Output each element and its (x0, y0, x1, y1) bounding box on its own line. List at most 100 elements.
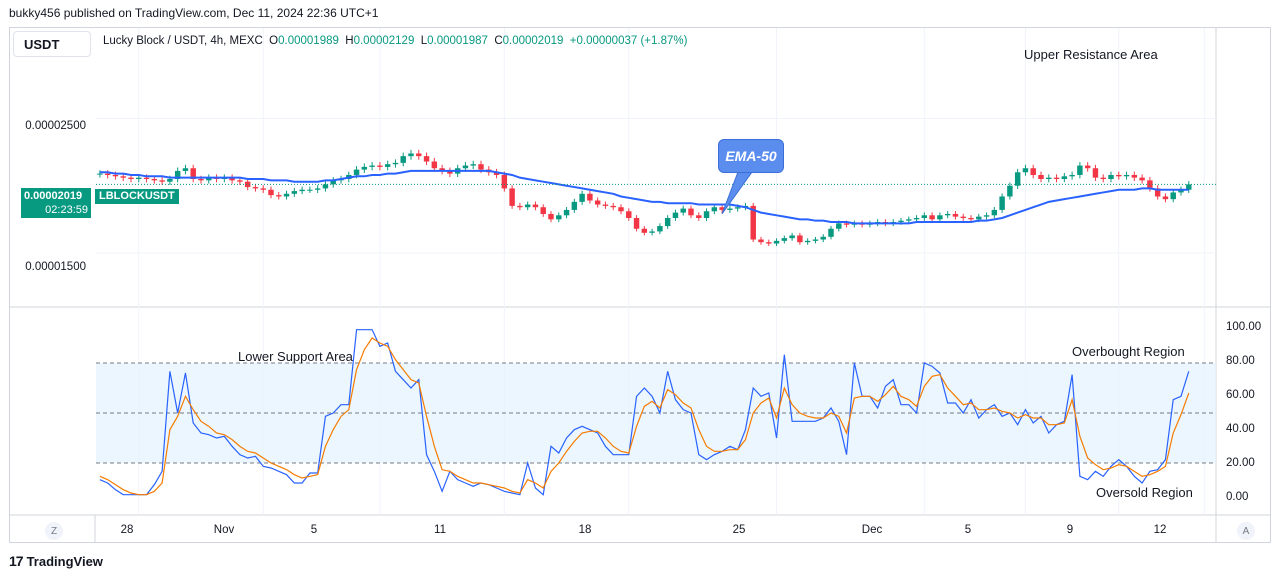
candle-body (167, 179, 173, 182)
candle-body (104, 173, 111, 175)
candle-body (447, 170, 453, 174)
close-value: 0.00002019 (502, 35, 564, 47)
candle-body (1116, 174, 1122, 177)
candle-body (781, 238, 788, 241)
currency-button[interactable]: USDT (13, 31, 91, 57)
candle-body (1046, 177, 1052, 179)
candle-body (268, 189, 274, 196)
candle-body (563, 209, 570, 216)
candle-body (734, 207, 741, 209)
candle-body (828, 228, 834, 237)
high-value: 0.00002129 (353, 35, 415, 47)
candle-body (1022, 168, 1029, 173)
candle-body (906, 219, 912, 221)
candle-body (470, 164, 476, 166)
price-tick-label: 0.00001500 (25, 261, 86, 273)
candle-body (649, 231, 655, 233)
rsi-tick-label: 20.00 (1226, 457, 1255, 469)
candle-body (789, 235, 795, 239)
ohlc-legend: Lucky Block / USDT, 4h, MEXC O0.00001989… (103, 35, 687, 47)
candle-body (493, 172, 500, 175)
candle-body (937, 215, 943, 220)
candle-body (517, 205, 523, 208)
candle-body (392, 162, 399, 165)
time-tick-label: 12 (1153, 524, 1167, 536)
rsi-tick-label: 60.00 (1226, 389, 1255, 401)
candle-body (190, 168, 196, 179)
price-tick-label: 0.00002500 (25, 120, 86, 132)
tradingview-logo-icon: 17 (9, 553, 24, 569)
candle-body (540, 207, 546, 214)
brand-name: TradingView (26, 553, 103, 569)
symbol-line: Lucky Block / USDT, 4h, MEXC (103, 35, 263, 47)
rsi-tick-label: 80.00 (1226, 355, 1255, 367)
candle-body (369, 165, 375, 167)
candle-body (944, 213, 951, 216)
candle-body (1186, 184, 1192, 190)
candle-body (548, 213, 554, 220)
rsi-ma-line (99, 337, 1190, 496)
candle-body (727, 208, 733, 210)
candle-body (797, 235, 803, 243)
candle-body (1077, 165, 1083, 175)
candle-body (976, 216, 982, 220)
candle-body (696, 215, 702, 218)
time-tick-label: Dec (861, 524, 883, 536)
candle-body (1014, 172, 1021, 186)
candle-body (120, 176, 126, 178)
candle-body (618, 207, 624, 212)
candle-body (509, 188, 515, 206)
candle-body (237, 180, 243, 182)
candle-body (299, 189, 305, 192)
candle-body (143, 177, 150, 179)
candle-body (314, 188, 321, 190)
candle-body (968, 217, 974, 220)
candle-body (1007, 185, 1013, 197)
candle-body (252, 187, 259, 189)
candle-body (182, 168, 189, 171)
open-value: 0.00001989 (278, 35, 339, 47)
candle-body (151, 179, 158, 181)
candle-body (1131, 174, 1138, 178)
time-tick-label: 28 (120, 524, 134, 536)
candle-body (672, 212, 679, 218)
candle-body (952, 213, 959, 217)
publisher-line: bukky456 published on TradingView.com, D… (9, 6, 379, 20)
time-tick-label: 5 (310, 524, 318, 536)
open-label: O (269, 35, 279, 47)
candle-body (804, 240, 811, 243)
candle-body (198, 179, 204, 181)
change-value: +0.00000037 (+1.87%) (569, 35, 688, 47)
candle-body (711, 207, 718, 212)
candle-body (626, 211, 632, 218)
candle-body (610, 205, 616, 208)
oversold-label: Oversold Region (1096, 485, 1193, 500)
candle-body (820, 236, 826, 240)
auto-scale-left-button[interactable]: Z (45, 522, 63, 540)
candle-body (128, 177, 134, 179)
candle-body (773, 240, 780, 244)
overbought-label: Overbought Region (1072, 344, 1185, 359)
candle-body (921, 215, 928, 218)
time-tick-label: 18 (578, 524, 592, 536)
candle-body (688, 208, 694, 216)
lower-support-label: Lower Support Area (238, 349, 353, 364)
candle-body (836, 223, 842, 229)
candle-body (423, 156, 430, 162)
footer-brand[interactable]: 17 TradingView (9, 553, 103, 569)
candle-body (322, 184, 329, 189)
candle-body (229, 177, 235, 181)
candle-body (999, 196, 1005, 210)
candle-body (1170, 192, 1176, 200)
high-label: H (345, 35, 354, 47)
rsi-tick-label: 100.00 (1226, 321, 1262, 333)
candle-body (330, 180, 336, 185)
candle-body (244, 181, 251, 188)
auto-scale-right-button[interactable]: A (1237, 522, 1255, 540)
candle-body (462, 165, 469, 169)
candle-body (416, 153, 422, 157)
candle-body (260, 188, 266, 190)
time-tick-label: 5 (964, 524, 972, 536)
